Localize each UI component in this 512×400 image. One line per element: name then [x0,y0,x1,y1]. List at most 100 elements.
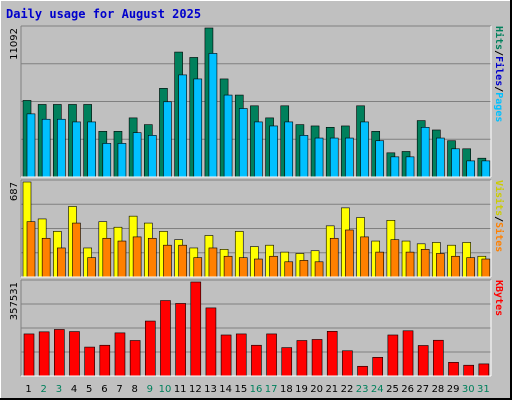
bar-kbytes [205,307,217,377]
bar-kbytes [175,303,186,377]
bar-kbytes [144,320,156,377]
bar-sites [193,257,203,278]
bar-sites [72,222,81,278]
bar-files [26,113,36,178]
bar-kbytes [387,334,399,377]
bar-sites [117,240,127,278]
bar-files [436,137,445,178]
bar-sites [254,258,263,278]
bar-kbytes [38,331,50,377]
x-tick-label: 11 [174,384,187,395]
legend-entry: KBytes [493,280,504,316]
bar-files [345,137,354,178]
bar-sites [314,261,324,278]
x-tick-label: 28 [432,384,445,395]
x-tick-label: 3 [56,384,62,395]
bar-sites [269,255,278,278]
x-tick-label: 30 [462,384,475,395]
x-tick-label: 6 [101,384,107,395]
legend-entry: Pages [493,92,504,122]
x-tick-label: 21 [325,384,338,395]
bar-files [405,156,415,178]
bar-sites [102,237,112,278]
bar-kbytes [478,363,490,377]
bar-files [481,160,491,178]
bar-sites [420,249,430,278]
bar-files [284,121,294,178]
x-tick-label: 5 [86,384,92,395]
bar-files [132,132,142,178]
bar-files [72,121,81,178]
panel-2: 687 Visits/Sites [9,179,505,278]
frame-shadow-right [510,0,512,400]
bar-kbytes [372,357,384,377]
bar-kbytes [69,331,80,377]
bar-files [420,126,430,178]
bar-kbytes [235,333,247,377]
bar-kbytes [326,331,338,377]
bar-kbytes [54,329,65,377]
bar-kbytes [84,346,95,377]
panel-1: 11092 Hits/Files/Pages [9,25,505,178]
bar-files [178,74,187,178]
x-tick-label: 8 [132,384,138,395]
x-tick-label: 14 [219,384,232,395]
x-tick-label: 22 [341,384,354,395]
frame-shadow-bottom [0,398,512,400]
bar-files [102,143,112,178]
bar-sites [57,247,66,278]
bar-kbytes [296,340,308,377]
bar-sites [26,221,36,278]
bar-files [314,137,324,178]
bar-sites [132,236,142,278]
x-tick-label: 9 [147,384,153,395]
bar-sites [329,237,339,278]
frame-highlight-top [0,0,510,1]
legend-entry: Hits [493,26,505,50]
y-max-label: 11092 [9,28,20,60]
bar-kbytes [220,334,232,377]
bar-kbytes [342,350,353,377]
x-tick-label: 25 [386,384,399,395]
legend-entry: / [493,50,504,56]
x-tick-label: 15 [234,384,247,395]
x-tick-label: 4 [71,384,77,395]
bar-kbytes [190,281,202,377]
bar-sites [87,257,96,278]
x-tick-label: 19 [295,384,308,395]
bar-kbytes [433,339,444,377]
bar-kbytes [281,347,293,377]
bar-sites [208,247,218,278]
bar-files [451,148,460,178]
x-tick-label: 18 [280,384,293,395]
bar-kbytes [357,365,368,377]
x-tick-label: 1 [25,384,31,395]
x-tick-label: 23 [356,384,369,395]
bar-kbytes [160,300,171,377]
series-legend: Visits/Sites [493,180,505,252]
bar-kbytes [463,364,474,377]
x-tick-label: 13 [204,384,217,395]
bar-kbytes [114,332,126,377]
bar-sites [360,236,369,278]
x-tick-label: 27 [416,384,429,395]
bar-kbytes [266,333,277,377]
bar-sites [163,244,172,278]
bar-kbytes [417,345,429,377]
legend-entry: / [493,216,504,222]
bar-files [360,121,369,178]
bar-files [238,108,248,178]
bar-sites [223,255,233,278]
bar-files [117,143,127,178]
bar-kbytes [99,344,111,377]
x-tick-label: 10 [159,384,172,395]
x-tick-label: 20 [310,384,323,395]
bar-kbytes [448,362,459,377]
legend-entry: Sites [493,222,505,252]
bar-sites [405,251,415,278]
bar-kbytes [311,339,323,377]
x-tick-label: 12 [189,384,202,395]
legend-entry: Visits [493,180,505,216]
